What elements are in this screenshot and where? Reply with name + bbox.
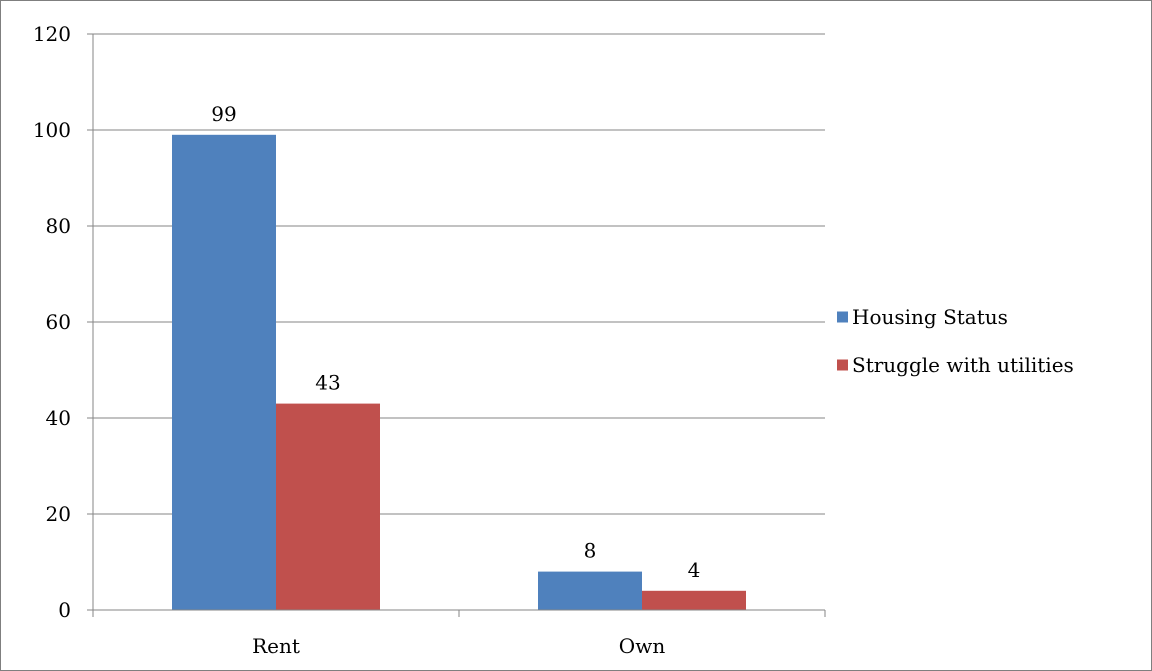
- y-tick-label: 0: [58, 598, 71, 622]
- legend-swatch: [837, 311, 848, 323]
- data-label: 43: [315, 371, 340, 395]
- x-category-label: Rent: [252, 634, 300, 658]
- bars: [172, 134, 746, 611]
- bar-housing-status-own: [538, 571, 642, 610]
- labels: 0 20 40 60 80 100 120 99 43 Rent 8 4 Own: [33, 22, 701, 658]
- legend-label: Struggle with utilities: [852, 353, 1074, 377]
- data-label: 99: [211, 102, 236, 126]
- legend-swatch: [837, 359, 848, 371]
- legend-label: Housing Status: [852, 305, 1008, 329]
- legend: Housing Status Struggle with utilities: [837, 305, 1074, 377]
- y-tick-label: 80: [46, 214, 71, 238]
- bar-struggle-with-utilities-own: [642, 590, 746, 610]
- axes: [87, 33, 826, 617]
- x-category-label: Own: [619, 634, 666, 658]
- data-label: 4: [688, 558, 701, 582]
- y-tick-label: 100: [33, 118, 71, 142]
- bar-struggle-with-utilities-rent: [276, 403, 380, 610]
- y-tick-label: 20: [46, 502, 71, 526]
- y-tick-label: 40: [46, 406, 71, 430]
- data-label: 8: [584, 539, 597, 563]
- bar-housing-status-rent: [172, 134, 276, 611]
- y-tick-label: 120: [33, 22, 71, 46]
- y-tick-label: 60: [46, 310, 71, 334]
